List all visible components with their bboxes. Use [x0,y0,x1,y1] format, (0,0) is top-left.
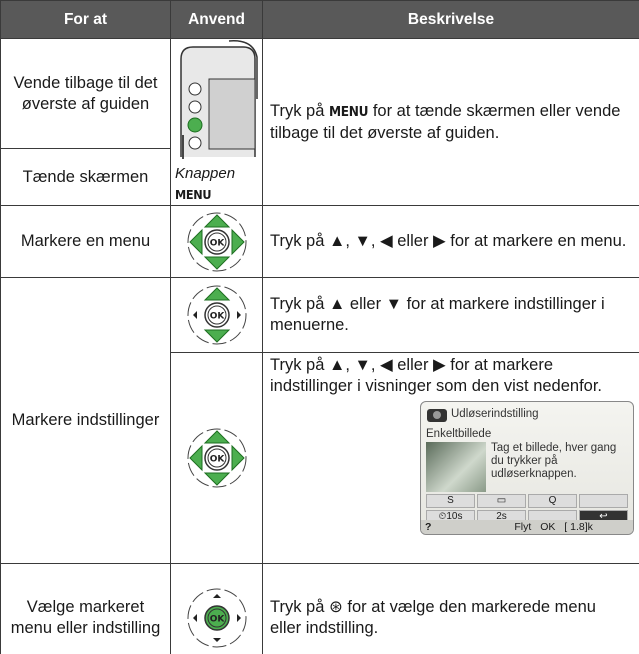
text: Tryk på [270,101,325,120]
caption: Knappen MENU [171,163,262,205]
screen-title: Udløserindstilling [451,408,539,420]
for-at: Vælge markeret menu eller indstilling [0,563,171,654]
photo [426,442,486,492]
header-cell: Beskrivelse [262,0,639,39]
multi-selector: OK [187,212,246,271]
ok-inner [207,232,226,251]
description: Tryk på ⊛ for at vælge den markerede men… [262,563,639,654]
caption-button: MENU [175,187,212,202]
ok-inner [207,608,226,627]
anvend: OK [170,352,263,564]
description: Tryk på MENU for at tænde skærmen eller … [262,38,639,206]
header-cell: For at [0,0,171,39]
arrow-up [203,287,230,301]
arrow-down [203,256,230,270]
for-at: Markere en menu [0,205,171,278]
anvend: OK [170,277,263,353]
arrow-left [192,311,197,319]
button-name: MENU [329,103,369,120]
arrow-right [231,444,245,472]
description: Tryk på ▲, ▼, ◀ eller ▶ for at markere i… [262,352,639,564]
for-at: Markere indstillinger [0,277,171,564]
multi-selector: OK [187,285,246,345]
arrow-down [212,637,221,642]
arrow-up [203,430,230,444]
ok-label: OK [209,455,225,465]
ok-button [203,228,230,255]
ok-label: OK [209,238,225,248]
anvend: Knappen MENU [170,38,263,206]
screen-button: S [426,494,475,508]
ok-button [203,445,230,471]
ok-button [203,604,230,631]
screen-footer: ? Flyt OK [ 1.8]k [421,520,633,534]
arrow-left [188,444,202,472]
screen-button [579,494,628,508]
camera-screen: Udløserindstilling Enkeltbillede Tag et … [420,401,634,535]
help: ? [425,521,432,533]
footer-text: OK [540,521,556,533]
for-at: Tænde skærmen [0,148,171,206]
arrow-up [203,213,230,227]
header-cell: Anvend [170,0,263,39]
ok-inner [207,305,226,325]
arrow-down [203,329,230,343]
footer-text: Flyt [514,521,532,533]
screen-text: Tag et billede, hver gang du trykker på … [491,442,617,480]
arrow-left [192,613,197,622]
anvend: OK [170,563,263,654]
screen-button: ▭ [477,494,526,508]
anvend: OK [170,205,263,278]
ok-inner [207,448,226,468]
screen-mode: Enkeltbillede [426,428,492,440]
for-at: Vende tilbage til det øverste af guiden [0,37,171,150]
button-grid: S ▭ Q ⏲10s 2s ↩ [426,494,628,524]
arrow-right [236,311,241,319]
camera-icon [427,409,447,422]
ok-button [203,302,230,328]
header-row: For at Anvend Beskrivelse [0,0,639,39]
text: Tryk på ▲, ▼, ◀ eller ▶ for at markere i… [270,356,603,395]
multi-selector: OK [187,588,246,647]
arrow-right [236,613,241,622]
caption-text: Knappen [175,165,236,182]
camera-image [172,39,261,159]
description: Tryk på ▲ eller ▼ for at markere indstil… [262,277,639,353]
ok-label: OK [209,312,225,322]
arrow-down [203,472,230,486]
text: for at tænde skærmen eller vende tilbage… [270,101,621,142]
footer-text: [ 1.8]k [564,521,593,533]
description: Tryk på ▲, ▼, ◀ eller ▶ for at markere e… [262,205,639,278]
arrow-right [231,228,245,255]
multi-selector: OK [187,428,246,488]
ok-label: OK [209,614,225,624]
arrow-left [188,228,202,255]
arrow-up [212,593,221,598]
screen-button: Q [528,494,577,508]
